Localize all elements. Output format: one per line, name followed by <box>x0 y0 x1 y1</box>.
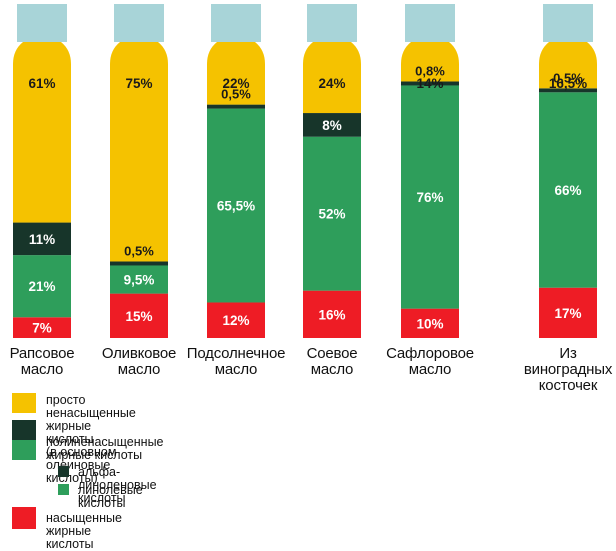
segment-насыщенные <box>303 290 361 338</box>
category-label-line: Сафлоровое <box>386 345 474 362</box>
segment-насыщенные <box>401 308 459 338</box>
category-label-line: Из <box>559 345 577 362</box>
bottle-3: 12% 65,5% 0,5%22% <box>207 4 265 338</box>
legend-label-line: просто ненасыщенные жирные кислоты <box>46 393 136 446</box>
value-label: 66% <box>554 183 581 198</box>
category-label: Сафлоровое масло <box>374 346 486 378</box>
category-label-line: масло <box>214 361 258 378</box>
segment-линолевые <box>207 108 265 303</box>
segment-насыщенные <box>207 302 265 338</box>
value-label: 15% <box>125 309 152 324</box>
value-label: 65,5% <box>217 199 255 214</box>
value-label: 22% <box>222 76 249 91</box>
value-label: 61% <box>28 76 55 91</box>
category-label-line: косточек <box>538 377 598 394</box>
category-label: Подсолнечное масло <box>180 346 292 378</box>
legend-label: линолевые кислоты <box>78 484 143 510</box>
segment-альфа- <box>303 113 361 137</box>
value-label: 24% <box>318 76 345 91</box>
bottle-6: 17% 66% 0,5%16,5% <box>539 4 597 338</box>
segment-линолевые <box>401 85 459 309</box>
segment-альфа- <box>110 261 168 266</box>
bottle-cap <box>543 4 593 42</box>
value-label: 9,5% <box>124 273 155 288</box>
oil-composition-chart: 7%21%11%61%15%9,5%0,5%75%12%65,5%0,5%22%… <box>13 4 597 338</box>
value-label: 76% <box>416 190 443 205</box>
value-label: 75% <box>125 76 152 91</box>
category-label-line: масло <box>408 361 452 378</box>
bottle-cap <box>405 4 455 42</box>
segment-просто <box>110 42 168 262</box>
segment-просто <box>303 42 361 114</box>
segment-альфа- <box>13 222 71 256</box>
legend-label-line: насыщенные жирные кислоты <box>46 511 122 551</box>
value-label: 52% <box>318 207 345 222</box>
segment-линолевые <box>110 265 168 294</box>
value-label: 0,5% <box>553 70 583 85</box>
legend-label-line: альфа- линоленовые кислоты <box>78 465 157 505</box>
category-label-line: Подсолнечное <box>186 345 286 362</box>
segment-просто <box>207 42 265 105</box>
legend-label: насыщенные жирные кислоты <box>46 512 122 551</box>
value-label: 16,5% <box>549 76 587 91</box>
value-label: 0,8% <box>415 63 445 78</box>
legend-label: полиненасыщенные жирные кислоты <box>46 436 164 462</box>
bottle-5: 10% 76% 0,8%14% <box>401 4 459 338</box>
legend-swatch <box>12 440 36 460</box>
value-label: 8% <box>322 118 342 133</box>
legend-label-line: линолевые кислоты <box>78 483 143 510</box>
segment-линолевые <box>13 255 71 318</box>
bottle-2: 15% 9,5% 0,5% 75% <box>110 4 168 338</box>
segment-альфа- <box>539 88 597 93</box>
segment-линолевые <box>303 136 361 291</box>
category-label: Соевое масло <box>276 346 388 378</box>
category-label: Рапсовое масло <box>0 346 98 378</box>
segment-насыщенные <box>110 293 168 338</box>
legend-label-line: полиненасыщенные жирные кислоты <box>46 435 164 462</box>
legend-swatch <box>58 484 69 495</box>
segment-насыщенные <box>539 287 597 338</box>
legend-swatch <box>58 466 69 477</box>
segment-альфа- <box>207 104 265 109</box>
category-label: Оливковое масло <box>83 346 195 378</box>
value-label: 10% <box>416 316 443 331</box>
segment-альфа- <box>401 81 459 86</box>
bottle-1: 7% 21% 11% 61% <box>13 4 71 338</box>
value-label: 14% <box>416 76 443 91</box>
value-label: 0,5% <box>124 243 154 258</box>
value-label: 17% <box>554 306 581 321</box>
legend-label: просто ненасыщенные жирные кислоты (в осн… <box>46 394 136 485</box>
category-label-line: виноградных <box>523 361 613 378</box>
segment-просто <box>13 42 71 223</box>
segment-линолевые <box>539 92 597 288</box>
value-label: 16% <box>318 307 345 322</box>
bottle-cap <box>17 4 67 42</box>
category-label-line: Оливковое <box>101 345 177 362</box>
value-label: 0,5% <box>221 87 251 102</box>
category-label-line: Рапсовое <box>9 345 75 362</box>
legend-swatch <box>12 507 36 529</box>
value-label: 21% <box>28 279 55 294</box>
value-label: 11% <box>29 232 55 247</box>
segment-просто <box>539 42 597 89</box>
value-label: 7% <box>32 321 52 336</box>
bottle-4: 16% 52% 8% 24% <box>303 4 361 338</box>
category-label-line: масло <box>20 361 64 378</box>
value-label: 12% <box>222 313 249 328</box>
legend-swatch <box>12 420 36 440</box>
bottle-cap <box>211 4 261 42</box>
legend-label: альфа- линоленовые кислоты <box>78 466 157 505</box>
segment-насыщенные <box>13 317 71 338</box>
category-label-line: масло <box>310 361 354 378</box>
segment-просто <box>401 42 459 82</box>
bottle-cap <box>114 4 164 42</box>
bottle-cap <box>307 4 357 42</box>
legend-swatch <box>12 393 36 413</box>
category-label-line: Соевое <box>306 345 358 362</box>
category-label-line: масло <box>117 361 161 378</box>
category-label: Из виноградных косточек <box>512 346 616 394</box>
